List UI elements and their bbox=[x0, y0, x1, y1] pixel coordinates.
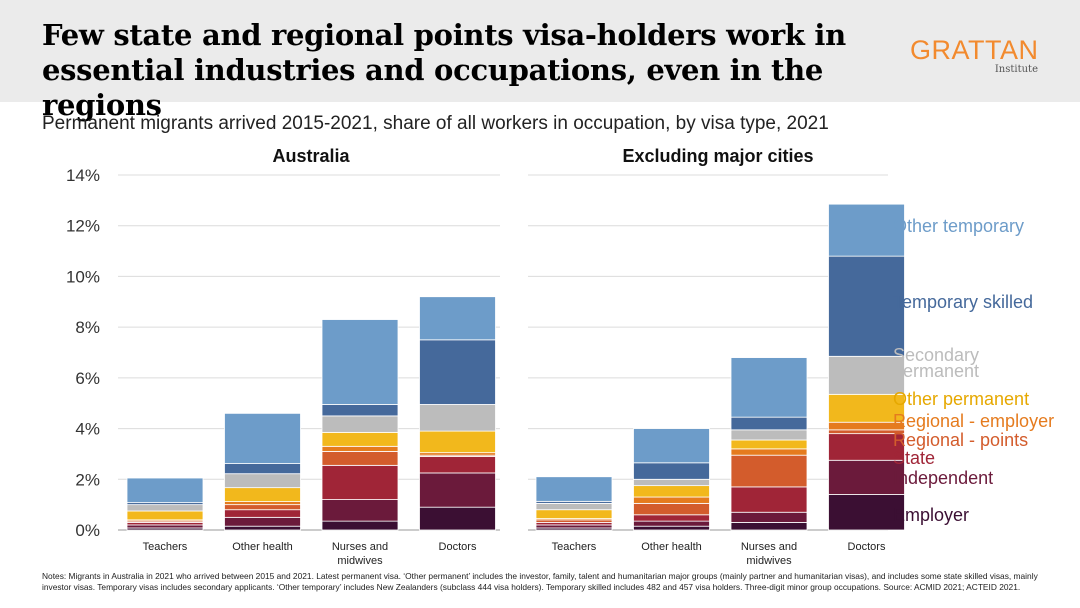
bar-segment-other-permanent bbox=[419, 430, 496, 454]
bar-segment-other-temporary bbox=[321, 319, 399, 405]
bar-segment-state bbox=[419, 456, 496, 474]
bar-segment-regional-points bbox=[321, 450, 399, 466]
bar-segment-state bbox=[828, 433, 905, 461]
panel-title: Australia bbox=[272, 146, 350, 166]
legend-label-secondary-permanent: permanent bbox=[893, 361, 979, 381]
y-tick-label: 14% bbox=[66, 166, 100, 185]
bar-segment-temporary-skilled bbox=[224, 463, 301, 475]
bar-segment-temporary-skilled bbox=[730, 416, 808, 431]
x-tick-label: Other health bbox=[232, 541, 293, 553]
legend-label-secondary-permanent: Secondary bbox=[893, 345, 979, 365]
x-tick-label: Nurses and bbox=[741, 541, 797, 553]
x-tick-label: Doctors bbox=[439, 541, 477, 553]
bar-segment-secondary-permanent bbox=[730, 429, 808, 441]
bar-segment-temporary-skilled bbox=[633, 462, 710, 480]
legend-label-employer: Employer bbox=[893, 505, 969, 525]
y-tick-label: 4% bbox=[75, 420, 100, 439]
bar-segment-other-temporary bbox=[224, 412, 301, 464]
bar-segment-state bbox=[321, 464, 399, 500]
bar-segment-other-temporary bbox=[535, 476, 613, 502]
bar-segment-independent bbox=[224, 516, 301, 527]
legend-label-regional-points: Regional - points bbox=[893, 430, 1028, 450]
bar-segment-independent bbox=[126, 524, 204, 529]
bar-segment-employer bbox=[828, 494, 905, 531]
bar-segment-other-temporary bbox=[828, 203, 905, 257]
bar-segment-employer bbox=[730, 521, 808, 531]
logo-wordmark: GRATTAN bbox=[910, 35, 1039, 65]
bar-segment-independent bbox=[419, 472, 496, 508]
bar-segment-regional-employer bbox=[321, 445, 399, 452]
legend-label-independent: Independent bbox=[893, 468, 993, 488]
bar-segment-temporary-skilled bbox=[828, 255, 905, 357]
bar-segment-state bbox=[633, 514, 710, 522]
bar-segment-other-temporary bbox=[730, 357, 808, 418]
chart-notes: Notes: Migrants in Australia in 2021 who… bbox=[42, 571, 1038, 592]
legend-label-other-permanent: Other permanent bbox=[893, 389, 1029, 409]
bar-segment-secondary-permanent bbox=[633, 478, 710, 487]
bar-segment-employer bbox=[224, 525, 301, 531]
grattan-logo: GRATTAN Institute bbox=[910, 36, 1040, 76]
bar-segment-state bbox=[224, 509, 301, 518]
bar-segment-other-permanent bbox=[126, 510, 204, 521]
bar-segment-independent bbox=[828, 459, 905, 495]
bar-segment-other-temporary bbox=[633, 428, 710, 464]
stacked-bar-chart: 0% 2% 4% 6% 8% 10% 12% 14% Australia Teachers Othe… bbox=[66, 146, 1054, 567]
y-tick-label: 2% bbox=[75, 470, 100, 489]
x-tick-label: Teachers bbox=[552, 541, 597, 553]
y-tick-label: 6% bbox=[75, 369, 100, 388]
bar-segment-other-permanent bbox=[633, 485, 710, 498]
bar-segment-independent bbox=[535, 524, 613, 529]
legend-label-temporary-skilled: Temporary skilled bbox=[893, 292, 1033, 312]
bar-segment-state bbox=[730, 486, 808, 513]
bar-segment-employer bbox=[419, 506, 496, 531]
bar-segment-secondary-permanent bbox=[828, 355, 905, 395]
bar-segment-temporary-skilled bbox=[321, 404, 399, 417]
legend-label-other-temporary: Other temporary bbox=[893, 216, 1024, 236]
y-tick-label: 10% bbox=[66, 267, 100, 286]
x-tick-label: midwives bbox=[746, 555, 792, 567]
bar-segment-other-permanent bbox=[730, 439, 808, 450]
x-tick-label: Other health bbox=[641, 541, 702, 553]
logo-subtext: Institute bbox=[994, 64, 1038, 75]
chart-title: Few state and regional points visa-holde… bbox=[42, 18, 846, 122]
bar-segment-secondary-permanent bbox=[535, 502, 613, 511]
x-tick-label: Doctors bbox=[848, 541, 886, 553]
bar-segment-regional-employer bbox=[730, 448, 808, 456]
bar-segment-temporary-skilled bbox=[419, 339, 496, 405]
bar-segment-employer bbox=[633, 525, 710, 531]
bar-segment-secondary-permanent bbox=[321, 415, 399, 433]
y-tick-label: 12% bbox=[66, 217, 100, 236]
x-tick-label: Nurses and bbox=[332, 541, 388, 553]
bar-segment-other-permanent bbox=[224, 487, 301, 502]
legend-label-regional-employer: Regional - employer bbox=[893, 411, 1054, 431]
panel-title: Excluding major cities bbox=[622, 146, 813, 166]
bar-segment-independent bbox=[633, 520, 710, 527]
bar-segment-other-permanent bbox=[321, 431, 399, 447]
header-band: Few state and regional points visa-holde… bbox=[0, 0, 1080, 122]
bar-segment-regional-points bbox=[633, 502, 710, 516]
x-tick-label: midwives bbox=[337, 555, 383, 567]
bar-segment-independent bbox=[321, 499, 399, 522]
bar-segment-secondary-permanent bbox=[126, 504, 204, 512]
bar-segment-regional-employer bbox=[224, 501, 301, 506]
legend-label-state: State bbox=[893, 448, 935, 468]
bar-segment-secondary-permanent bbox=[419, 404, 496, 432]
bar-segment-other-temporary bbox=[126, 477, 204, 504]
bar-segment-employer bbox=[321, 520, 399, 531]
bar-segment-secondary-permanent bbox=[224, 473, 301, 489]
bar-segment-regional-points bbox=[730, 454, 808, 488]
y-tick-label: 8% bbox=[75, 318, 100, 337]
bar-segment-regional-employer bbox=[633, 496, 710, 504]
y-tick-label: 0% bbox=[75, 521, 100, 540]
bar-segment-regional-points bbox=[224, 504, 301, 511]
bar-segment-independent bbox=[730, 511, 808, 523]
x-tick-label: Teachers bbox=[143, 541, 188, 553]
bar-segment-other-permanent bbox=[535, 509, 613, 519]
bar-segment-other-temporary bbox=[419, 296, 496, 341]
chart-subtitle: Permanent migrants arrived 2015-2021, sh… bbox=[42, 113, 829, 134]
